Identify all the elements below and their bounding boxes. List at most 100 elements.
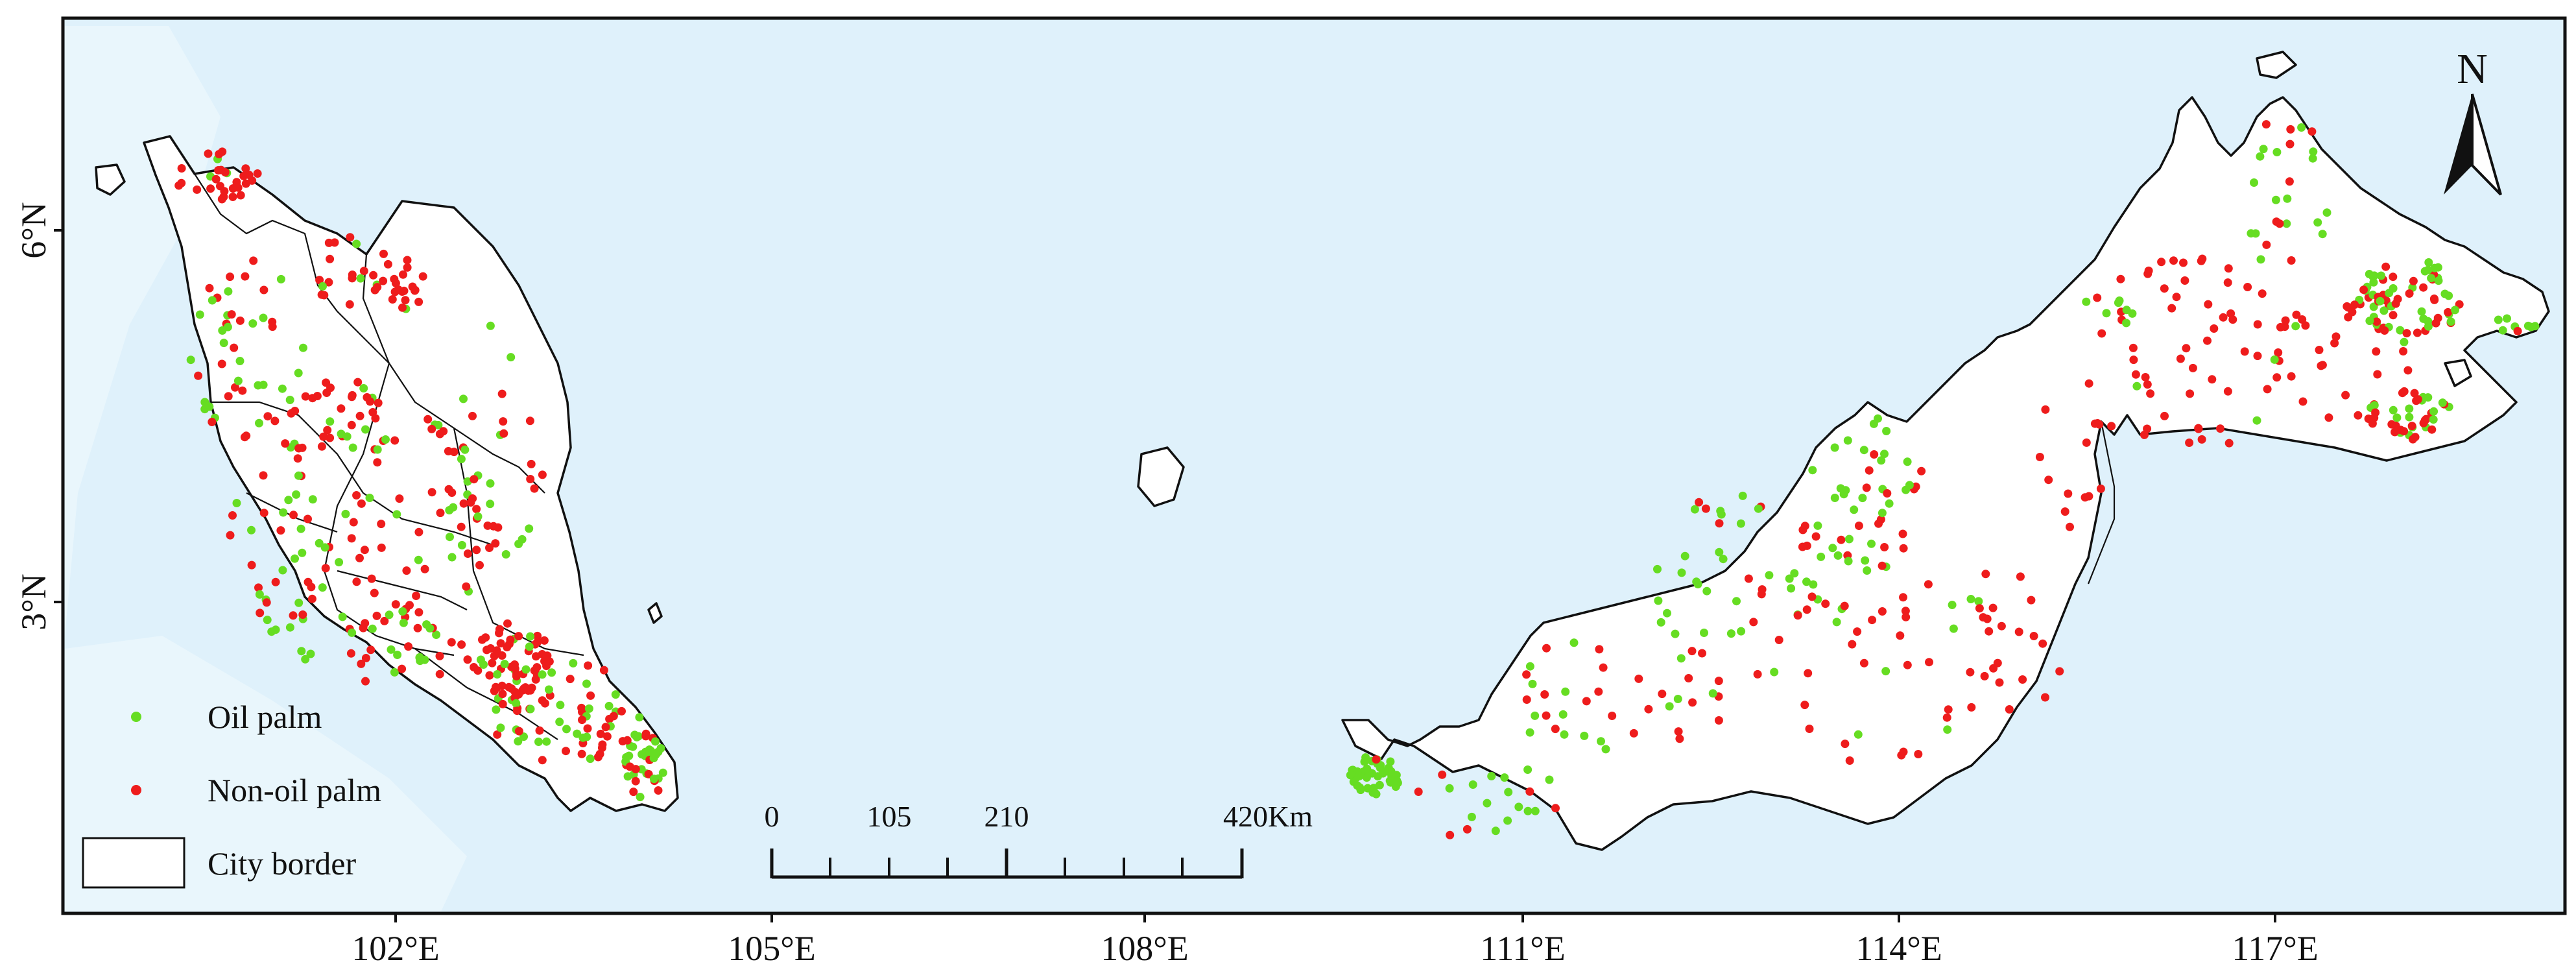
map-frame bbox=[61, 16, 2567, 915]
non-oil-palm-point bbox=[254, 583, 263, 592]
non-oil-palm-point bbox=[205, 283, 214, 293]
non-oil-palm-point bbox=[2391, 299, 2400, 308]
non-oil-palm-point bbox=[1911, 482, 1920, 491]
non-oil-palm-point bbox=[542, 662, 551, 670]
non-oil-palm-point bbox=[578, 716, 586, 725]
non-oil-palm-point bbox=[2405, 289, 2414, 298]
non-oil-palm-point bbox=[577, 703, 586, 712]
oil-palm-point bbox=[434, 420, 443, 429]
oil-palm-point bbox=[649, 775, 658, 784]
oil-palm-point bbox=[647, 746, 655, 755]
non-oil-palm-point bbox=[345, 300, 354, 309]
oil-palm-point bbox=[473, 512, 483, 521]
non-oil-palm-point bbox=[2341, 391, 2350, 400]
lon-label-105: 105°E bbox=[728, 929, 816, 968]
non-oil-palm-point bbox=[276, 526, 285, 535]
oil-palm-point bbox=[1885, 499, 1894, 508]
oil-palm-point bbox=[1531, 806, 1540, 815]
oil-palm-point bbox=[519, 732, 528, 741]
oil-palm-point bbox=[1943, 725, 1952, 734]
non-oil-palm-point bbox=[391, 600, 400, 609]
non-oil-palm-point bbox=[1870, 450, 1879, 459]
oil-palm-point bbox=[308, 495, 317, 504]
oil-palm-point bbox=[271, 625, 280, 634]
lat-label-6: 6°N bbox=[14, 202, 53, 259]
oil-palm-point bbox=[449, 503, 458, 512]
non-oil-palm-point bbox=[1805, 725, 1814, 733]
non-oil-palm-point bbox=[2444, 307, 2453, 317]
non-oil-palm-point bbox=[293, 454, 302, 463]
non-oil-palm-point bbox=[347, 534, 356, 543]
state-borders-borneo bbox=[2087, 421, 2116, 584]
non-oil-palm-point bbox=[586, 691, 595, 700]
non-oil-palm-point bbox=[2014, 627, 2023, 636]
oil-palm-point bbox=[2451, 306, 2459, 315]
oil-palm-point bbox=[501, 550, 510, 559]
non-oil-palm-point bbox=[349, 518, 358, 527]
non-oil-palm-point bbox=[247, 560, 256, 570]
oil-palm-point bbox=[1363, 784, 1372, 793]
oil-palm-point bbox=[1770, 668, 1779, 677]
non-oil-palm-point bbox=[1802, 541, 1811, 550]
oil-palm-point bbox=[1387, 767, 1396, 776]
oil-palm-point bbox=[1692, 577, 1701, 586]
legend-non-oil-palm-label: Non-oil palm bbox=[208, 772, 381, 808]
oil-palm-point bbox=[1843, 436, 1852, 445]
non-oil-palm-point bbox=[2403, 366, 2413, 375]
non-oil-palm-point bbox=[2090, 419, 2099, 428]
non-oil-palm-point bbox=[1995, 678, 2004, 687]
non-oil-palm-point bbox=[259, 471, 268, 480]
non-oil-palm-point bbox=[177, 164, 186, 173]
non-oil-palm-point bbox=[390, 274, 399, 283]
non-oil-palm-point bbox=[1804, 669, 1813, 678]
lon-label-108: 108°E bbox=[1101, 929, 1189, 968]
non-oil-palm-point bbox=[435, 669, 444, 679]
non-oil-palm-point bbox=[1901, 607, 1910, 616]
oil-palm-point bbox=[573, 729, 582, 738]
non-oil-palm-point bbox=[177, 178, 186, 187]
non-oil-palm-point bbox=[540, 636, 549, 645]
non-oil-palm-point bbox=[2324, 413, 2333, 422]
oil-palm-point bbox=[1523, 806, 1532, 815]
oil-palm-point bbox=[2389, 405, 2398, 415]
oil-palm-point bbox=[2291, 322, 2300, 331]
non-oil-palm-point bbox=[1599, 663, 1608, 672]
oil-palm-point bbox=[2429, 415, 2438, 424]
oil-palm-point bbox=[2313, 218, 2322, 227]
non-oil-palm-point bbox=[2400, 387, 2409, 396]
oil-palm-point bbox=[1671, 629, 1680, 638]
non-oil-palm-point bbox=[1800, 701, 1809, 710]
non-oil-palm-point bbox=[1608, 712, 1617, 720]
non-oil-palm-point bbox=[2400, 427, 2409, 436]
non-oil-palm-point bbox=[2373, 370, 2382, 379]
non-oil-palm-point bbox=[2143, 380, 2152, 389]
non-oil-palm-point bbox=[253, 169, 262, 178]
non-oil-palm-point bbox=[2141, 373, 2150, 381]
oil-palm-point bbox=[2368, 272, 2378, 282]
non-oil-palm-point bbox=[357, 659, 366, 668]
oil-palm-point bbox=[457, 540, 466, 549]
non-oil-palm-point bbox=[463, 549, 472, 558]
oil-palm-point bbox=[496, 723, 505, 732]
non-oil-palm-point bbox=[235, 316, 244, 325]
oil-palm-point bbox=[320, 543, 329, 552]
oil-palm-point bbox=[1738, 491, 1747, 500]
oil-palm-point bbox=[1654, 596, 1663, 605]
scale-label-420: 420Km bbox=[1223, 800, 1313, 833]
non-oil-palm-point bbox=[514, 727, 523, 736]
non-oil-palm-point bbox=[394, 285, 403, 294]
non-oil-palm-point bbox=[2263, 385, 2272, 394]
oil-palm-point bbox=[1392, 776, 1401, 785]
non-oil-palm-point bbox=[1853, 627, 1862, 636]
non-oil-palm-point bbox=[2044, 475, 2053, 485]
non-oil-palm-point bbox=[510, 664, 519, 673]
oil-palm-point bbox=[381, 435, 390, 444]
oil-palm-point bbox=[1680, 551, 1689, 560]
oil-palm-point bbox=[359, 384, 368, 392]
oil-palm-point bbox=[2250, 178, 2258, 187]
oil-palm-point bbox=[544, 685, 553, 694]
oil-palm-point bbox=[298, 548, 307, 557]
oil-palm-point bbox=[2128, 309, 2137, 318]
oil-palm-point bbox=[1561, 687, 1570, 696]
non-oil-palm-point bbox=[609, 712, 618, 721]
